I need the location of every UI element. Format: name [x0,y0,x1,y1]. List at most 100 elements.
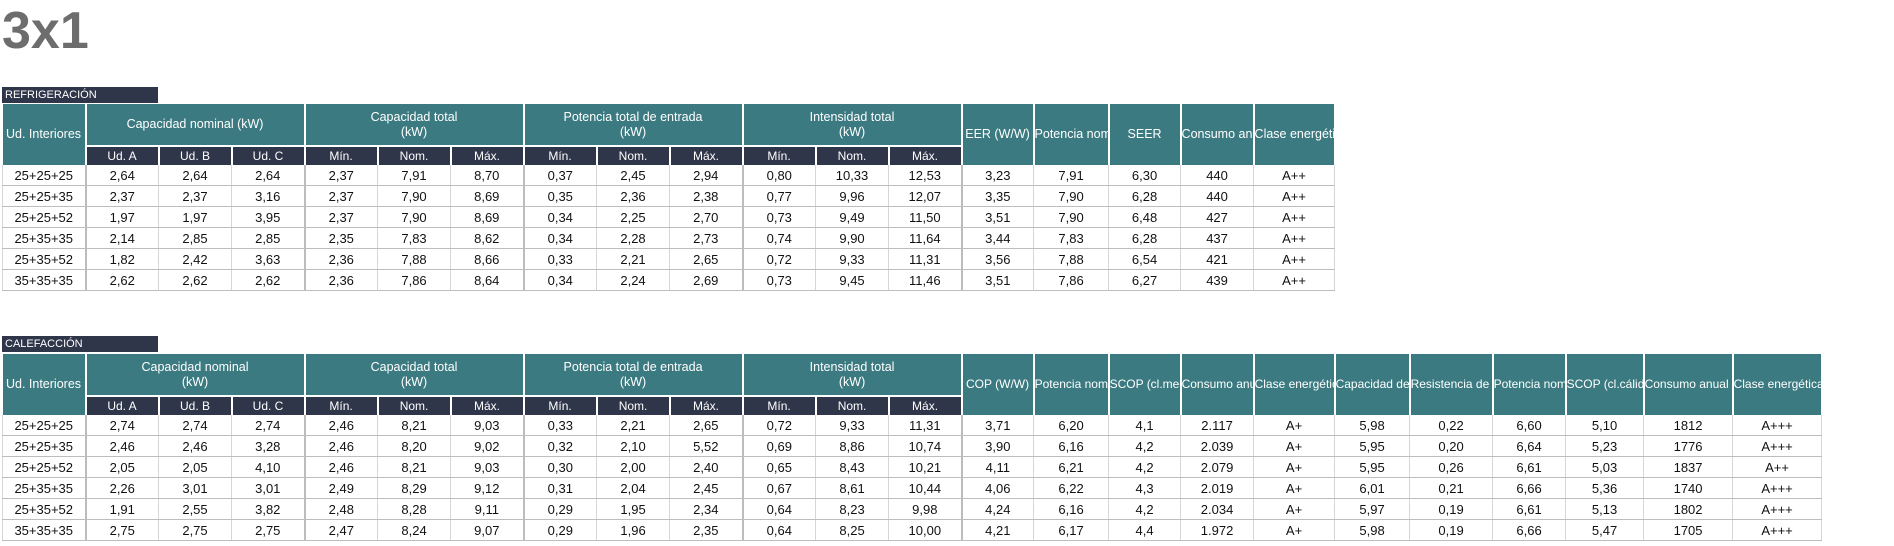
table-cell: 9,11 [450,498,525,520]
table-cell: 4,21 [961,519,1035,541]
table-cell: 9,90 [815,227,890,249]
table-cell: 2,74 [158,415,232,436]
table-cell: A+++ [1732,498,1823,520]
table-cell: 427 [1180,206,1255,228]
cooling-subcol-header: Mín. [742,145,817,165]
table-cell: 11,64 [888,227,963,249]
table-cell: 2,64 [158,165,232,186]
table-cell: 8,28 [377,498,452,520]
table-cell: 0,31 [523,477,598,499]
table-cell: 3,51 [961,269,1035,291]
indoor-combination-cell: 25+25+25 [2,165,87,186]
table-cell: 3,01 [231,477,306,499]
table-cell: 2,85 [158,227,232,249]
heating-col-indoor-units: Ud. Interiores [2,354,87,415]
table-cell: 0,80 [742,165,817,186]
heating-subcol-header: Nom. [596,395,671,415]
table-cell: 2,75 [158,519,232,541]
table-cell: 2,14 [85,227,159,249]
table-cell: 2,05 [158,456,232,478]
table-cell: 5,97 [1334,498,1411,520]
table-cell: 8,21 [377,456,452,478]
cooling-subcol-header: Máx. [888,145,963,165]
table-cell: 9,45 [815,269,890,291]
heating-col-header: Resistencia de apoyo a -10ºC [1409,354,1494,415]
table-cell: 2,47 [304,519,379,541]
table-cell: 0,37 [523,165,598,186]
table-cell: 8,20 [377,435,452,457]
table-cell: 8,25 [815,519,890,541]
table-cell: 8,23 [815,498,890,520]
table-cell: 1,97 [158,206,232,228]
table-cell: 0,74 [742,227,817,249]
table-row: 25+35+35 2,14 2,85 2,85 2,35 7,83 8,62 0,34 2,28… [2,227,1336,249]
table-cell: 6,21 [1033,456,1110,478]
cooling-col-indoor-units: Ud. Interiores [2,104,87,165]
table-cell: 2,75 [231,519,306,541]
table-cell: A+++ [1732,477,1823,499]
table-cell: 3,35 [961,185,1035,207]
table-cell: 2,46 [304,435,379,457]
cooling-table: Ud. Interiores Capacidad nominal (kW) Capa… [2,104,1336,291]
table-cell: 9,03 [450,456,525,478]
table-cell: 2,42 [158,248,232,270]
table-cell: 4,11 [961,456,1035,478]
table-cell: 4,2 [1108,456,1182,478]
cooling-subcol-header: Ud. A [85,145,160,165]
table-cell: 8,61 [815,477,890,499]
table-cell: A++ [1253,185,1336,207]
table-cell: 1,96 [596,519,671,541]
table-cell: 2,46 [304,415,379,436]
table-cell: 4,24 [961,498,1035,520]
table-row: 35+35+35 2,62 2,62 2,62 2,36 7,86 8,64 0,34 2,24… [2,269,1336,291]
cooling-section-label: REFRIGERACIÓN [2,87,158,103]
table-cell: 2,36 [304,269,379,291]
table-cell: 6,54 [1108,248,1182,270]
table-row: 25+25+35 2,37 2,37 3,16 2,37 7,90 8,69 0,35 2,36… [2,185,1336,207]
table-cell: 2,65 [669,248,744,270]
table-cell: A+++ [1732,415,1823,436]
table-cell: 0,19 [1409,519,1494,541]
table-cell: 7,86 [377,269,452,291]
table-cell: 7,88 [377,248,452,270]
table-cell: 0,65 [742,456,817,478]
table-cell: 4,2 [1108,435,1182,457]
cooling-col-header: EER (W/W) [961,104,1035,165]
table-cell: 4,3 [1108,477,1182,499]
heating-col-header: Clase energética cl. Cálido [1732,354,1823,415]
table-cell: 2,37 [304,185,379,207]
heating-subcol-header: Ud. C [231,395,306,415]
table-cell: 6,61 [1492,456,1567,478]
table-cell: 0,72 [742,415,817,436]
table-cell: 2,55 [158,498,232,520]
table-cell: 2,46 [304,456,379,478]
heating-col-header: Capacidad declarada a -10ºC [1334,354,1411,415]
table-cell: 7,90 [377,206,452,228]
table-cell: 0,19 [1409,498,1494,520]
table-cell: 10,74 [888,435,963,457]
table-cell: 0,73 [742,206,817,228]
table-row: 25+25+35 2,46 2,46 3,28 2,46 8,20 9,02 0,32 2,10… [2,435,1823,457]
table-cell: 9,02 [450,435,525,457]
table-cell: 3,95 [231,206,306,228]
table-cell: 2,74 [231,415,306,436]
heating-subcol-header: Máx. [450,395,525,415]
table-cell: 8,29 [377,477,452,499]
table-cell: 5,95 [1334,456,1411,478]
table-cell: 2,46 [85,435,159,457]
table-cell: 7,91 [377,165,452,186]
table-cell: 1837 [1643,456,1734,478]
table-cell: 2,34 [669,498,744,520]
table-cell: 2,49 [304,477,379,499]
table-cell: 2,70 [669,206,744,228]
table-cell: 2,64 [231,165,306,186]
table-cell: 2,35 [304,227,379,249]
table-cell: 0,64 [742,519,817,541]
table-cell: 5,13 [1565,498,1645,520]
table-cell: 2,04 [596,477,671,499]
table-cell: 5,52 [669,435,744,457]
table-cell: 7,91 [1033,165,1110,186]
table-cell: 2.034 [1180,498,1255,520]
table-cell: 440 [1180,185,1255,207]
table-cell: 3,51 [961,206,1035,228]
